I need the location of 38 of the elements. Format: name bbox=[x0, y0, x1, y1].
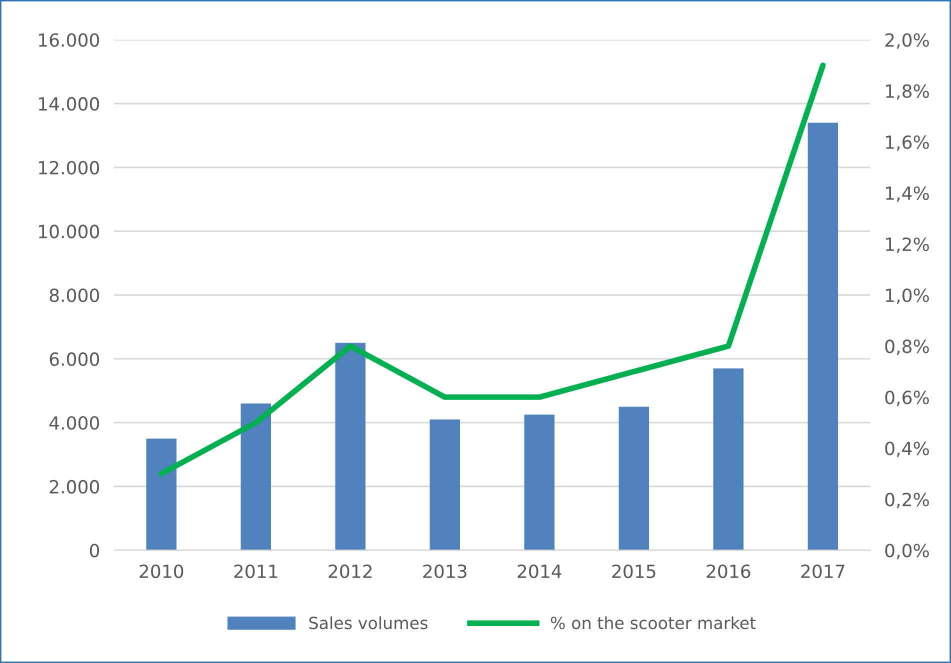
bar bbox=[146, 438, 176, 550]
y2-tick-label: 2,0% bbox=[885, 33, 929, 49]
legend-label: Sales volumes bbox=[309, 616, 428, 630]
y2-tick-label: 0,2% bbox=[885, 492, 929, 508]
y-tick-label: 4.000 bbox=[49, 416, 100, 430]
y2-tick-label: 1,8% bbox=[886, 84, 929, 100]
bar bbox=[430, 419, 460, 550]
y2-tick-label: 1,0% bbox=[886, 288, 929, 304]
y2-tick-label: 0,0% bbox=[885, 544, 929, 560]
x-tick-label: 2012 bbox=[328, 564, 372, 578]
y2-tick-label: 1,6% bbox=[886, 135, 929, 151]
y2-tick-label: 1,2% bbox=[886, 237, 929, 253]
y-tick-label: 10.000 bbox=[39, 224, 100, 238]
x-tick-label: 2010 bbox=[140, 564, 184, 578]
bar bbox=[618, 406, 650, 550]
bar bbox=[808, 122, 838, 550]
x-tick-label: 2011 bbox=[234, 564, 278, 578]
y-tick-label: 14.000 bbox=[39, 97, 100, 111]
y-tick-label: 2.000 bbox=[50, 480, 100, 494]
bar bbox=[524, 414, 555, 550]
y2-tick-label: 0,8% bbox=[885, 340, 929, 356]
y-tick-label: 8.000 bbox=[50, 288, 100, 302]
y-tick-label: 12.000 bbox=[39, 160, 100, 175]
x-tick-label: 2013 bbox=[423, 564, 466, 578]
x-tick-label: 2014 bbox=[518, 564, 562, 578]
bar bbox=[335, 342, 366, 550]
legend-label: % on the scooter market bbox=[550, 616, 756, 630]
y-tick-label: 16.000 bbox=[39, 33, 100, 47]
x-tick-label: 2017 bbox=[801, 564, 844, 578]
y-tick-label: 0 bbox=[90, 544, 100, 558]
y2-tick-label: 1,4% bbox=[886, 186, 929, 202]
y2-tick-label: 0,4% bbox=[885, 442, 929, 458]
bar bbox=[713, 368, 744, 550]
bar bbox=[240, 404, 271, 550]
y-tick-label: 6.000 bbox=[50, 352, 100, 366]
y2-tick-label: 0,6% bbox=[885, 390, 929, 406]
x-tick-label: 2015 bbox=[612, 564, 656, 578]
x-tick-label: 2016 bbox=[706, 564, 750, 578]
